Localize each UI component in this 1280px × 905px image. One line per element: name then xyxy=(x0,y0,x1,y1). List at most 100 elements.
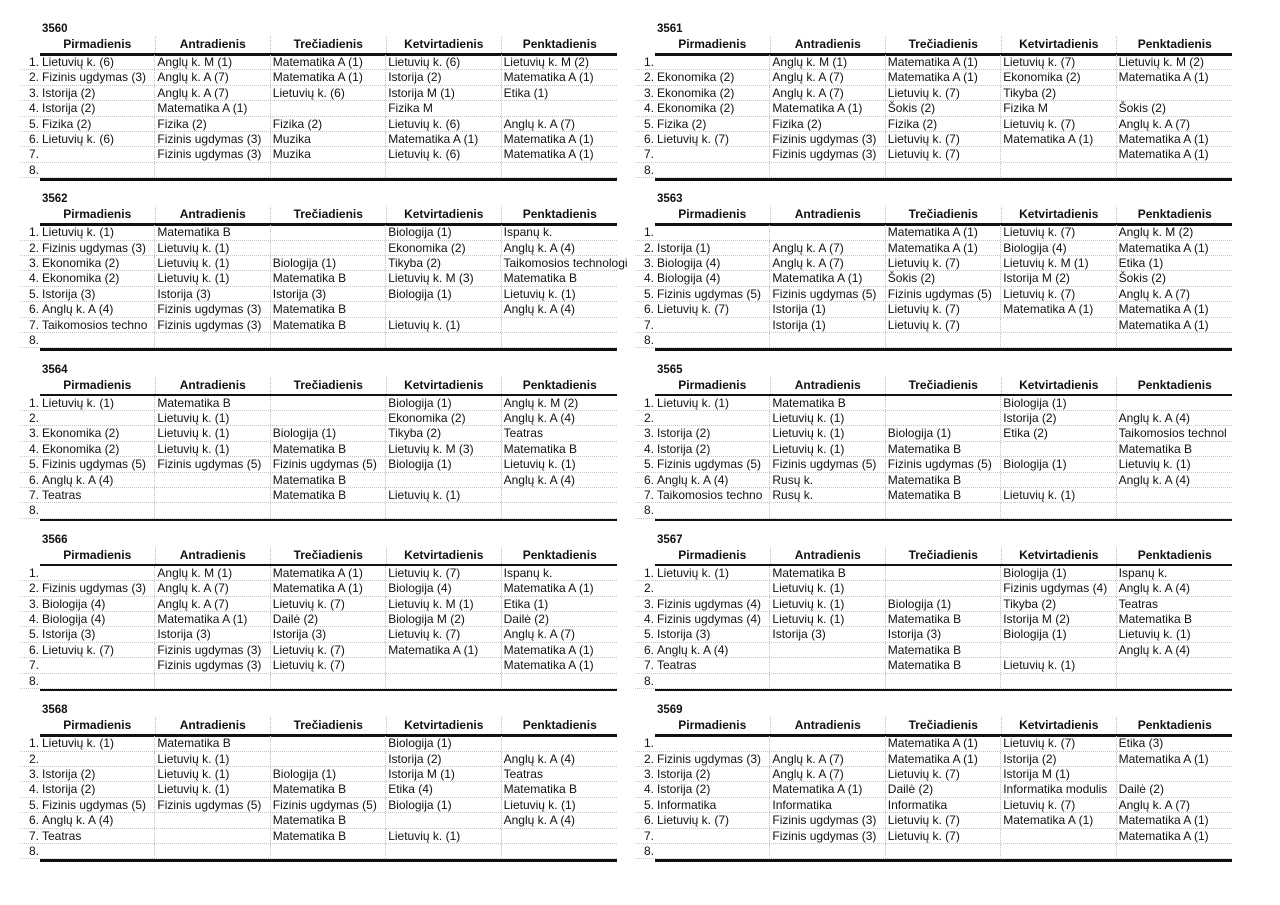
lesson-cell: Matematika A (1) xyxy=(271,55,387,70)
lesson-number: 6. xyxy=(28,813,39,828)
lesson-cell: Etika (1) xyxy=(503,596,549,611)
lesson-number: 1. xyxy=(643,736,654,751)
lesson-cell xyxy=(271,395,387,410)
lesson-cell xyxy=(386,302,502,317)
lesson-cell xyxy=(770,843,886,859)
lesson-number: 6. xyxy=(643,813,654,828)
lesson-cell xyxy=(40,410,156,426)
lesson-cell: Fizinis ugdymas (3) xyxy=(770,147,886,162)
lesson-cell: Matematika B xyxy=(271,302,387,317)
lesson-cell: Matematika B xyxy=(271,813,387,828)
lesson-cell xyxy=(271,162,387,178)
lesson-cell: Lietuvių k. M (3) xyxy=(386,271,502,286)
lesson-cell: Istorija (2) xyxy=(40,101,156,116)
lesson-number: 4. xyxy=(28,441,39,456)
lesson-cell: Etika (1) xyxy=(503,85,549,100)
lesson-cell: Informatika modulis xyxy=(1001,782,1117,797)
lesson-cell: Matematika A (1) xyxy=(886,736,1002,751)
lesson-cell: Lietuvių k. (1) xyxy=(155,426,271,441)
day-header: Ketvirtadienis xyxy=(387,36,502,53)
lesson-number: 4. xyxy=(643,271,654,286)
lesson-cell: Ispanų k. xyxy=(503,225,553,240)
table-row: 3. Ekonomika (2) Lietuvių k. (1) Biologija … xyxy=(20,426,617,442)
lesson-cell: Lietuvių k. (1) xyxy=(386,487,502,503)
lesson-number: 4. xyxy=(643,782,654,797)
lesson-cell: Etika (4) xyxy=(386,782,502,797)
lesson-cell xyxy=(40,673,156,689)
lesson-cell: Fizinis ugdymas (3) xyxy=(655,751,771,766)
lesson-cell: Fizinis ugdymas (3) xyxy=(40,70,156,85)
lesson-cell: Lietuvių k. (7) xyxy=(886,813,1002,828)
lesson-rows: 1. Matematika A (1) Lietuvių k. (7) Etika (… xyxy=(635,736,1232,860)
lesson-cell xyxy=(386,333,502,348)
lesson-cell xyxy=(1001,441,1117,457)
lesson-cell: Istorija (3) xyxy=(770,627,886,642)
class-title: 3568 xyxy=(42,704,68,717)
lesson-number: 5. xyxy=(643,797,654,812)
lesson-cell xyxy=(40,162,156,178)
lesson-cell: Lietuvių k. (7) xyxy=(886,147,1002,162)
lesson-cell: Lietuvių k. (1) xyxy=(155,751,271,766)
lesson-number: 2. xyxy=(643,581,654,596)
lesson-cell: Ekonomika (2) xyxy=(40,271,156,286)
lesson-number: 2. xyxy=(28,70,39,85)
day-header-row: Pirmadienis Antradienis Trečiadienis Ketvir… xyxy=(655,36,1233,53)
lesson-cell: Istorija (3) xyxy=(271,627,387,642)
lesson-cell xyxy=(271,843,387,859)
lesson-cell: Anglų k. A (7) xyxy=(1118,116,1190,131)
lesson-cell: Fizinis ugdymas (3) xyxy=(40,581,156,596)
lesson-cell: Lietuvių k. (7) xyxy=(886,828,1002,843)
lesson-cell: Lietuvių k. (1) xyxy=(1001,487,1117,503)
lesson-cell: Anglų k. A (7) xyxy=(770,766,886,782)
lesson-cell xyxy=(655,147,771,162)
day-header: Ketvirtadienis xyxy=(387,206,502,224)
day-header: Pirmadienis xyxy=(655,36,771,53)
lesson-cell: Matematika B xyxy=(886,612,1002,627)
day-header: Trečiadienis xyxy=(271,206,387,224)
lesson-cell: Taikomosios techno xyxy=(655,487,771,503)
lesson-cell: Matematika A (1) xyxy=(503,70,594,85)
lesson-cell: Istorija (1) xyxy=(770,317,886,333)
lesson-cell: Biologija (1) xyxy=(886,426,1002,441)
lesson-cell xyxy=(40,333,156,348)
lesson-cell xyxy=(770,642,886,658)
lesson-number: 7. xyxy=(643,658,654,673)
table-row: 7. Fizinis ugdymas (3) Muzika Lietuvių k. (… xyxy=(20,147,617,163)
lesson-cell xyxy=(655,736,771,751)
day-header: Ketvirtadienis xyxy=(1002,376,1117,394)
table-row: 6. Lietuvių k. (6) Fizinis ugdymas (3) Muzi… xyxy=(20,131,617,148)
lesson-cell: Lietuvių k. (6) xyxy=(386,147,502,162)
lesson-cell: Anglų k. M (2) xyxy=(503,395,579,410)
lesson-cell: Fizinis ugdymas (3) xyxy=(155,147,271,162)
lesson-cell: Anglų k. A (4) xyxy=(503,813,575,828)
lesson-cell: Ekonomika (2) xyxy=(40,441,156,457)
lesson-cell xyxy=(1117,333,1232,347)
lesson-cell: Lietuvių k. (1) xyxy=(1001,658,1117,673)
lesson-cell xyxy=(502,318,617,332)
table-row: 1. Matematika A (1) Lietuvių k. (7) Anglų k… xyxy=(635,225,1232,241)
class-title: 3567 xyxy=(657,533,683,546)
lesson-cell: Lietuvių k. M (2) xyxy=(503,55,589,69)
lesson-cell: Fizinis ugdymas (5) xyxy=(886,457,1002,472)
lesson-cell xyxy=(386,658,502,673)
lesson-cell xyxy=(770,225,886,240)
day-header: Pirmadienis xyxy=(655,717,771,735)
lesson-cell: Matematika A (1) xyxy=(1118,240,1209,255)
lesson-number: 1. xyxy=(28,225,39,240)
timetable-3563: 3563 Pirmadienis Antradienis Trečiadienis Ke… xyxy=(635,192,1232,352)
lesson-number: 6. xyxy=(643,131,654,146)
lesson-cell xyxy=(770,333,886,348)
class-title: 3565 xyxy=(657,363,683,376)
lesson-cell: Lietuvių k. (1) xyxy=(40,395,156,410)
lesson-cell: Lietuvių k. (1) xyxy=(155,240,271,256)
lesson-number: 4. xyxy=(643,441,654,456)
lesson-cell: Matematika A (1) xyxy=(886,225,1002,240)
day-header: Ketvirtadienis xyxy=(1002,36,1117,53)
table-row: 6. Anglų k. A (4) Rusų k. Matematika B Anglų… xyxy=(635,472,1232,488)
lesson-cell xyxy=(886,503,1002,518)
lesson-cell: Biologija (1) xyxy=(1001,565,1117,581)
lesson-cell: Biologija (1) xyxy=(271,426,387,441)
lesson-rows: 1. Anglų k. M (1) Matematika A (1) Lietuvių… xyxy=(635,55,1232,179)
lesson-cell: Lietuvių k. M (3) xyxy=(386,441,502,457)
lesson-number: 8. xyxy=(28,673,39,688)
